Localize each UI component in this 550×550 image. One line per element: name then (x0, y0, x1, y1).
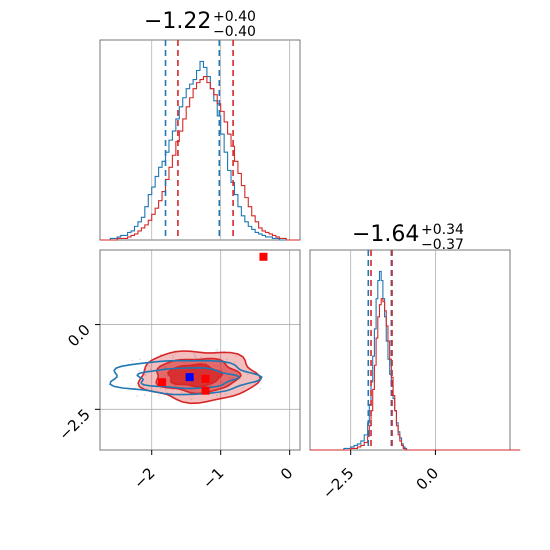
scatter-point (215, 350, 218, 352)
contour-level-1-0 (109, 359, 263, 396)
hist-2-xtick-label: 0.0 (413, 464, 443, 494)
hist-panel-1-title-plus: +0.40 (213, 9, 256, 25)
scatter-point (131, 359, 134, 362)
scatter-point (180, 391, 183, 394)
marker-red (201, 374, 210, 383)
hist-panel-1: −1.22 +0.40 −0.40 (99, 9, 301, 241)
contour-panel-ticks: −2 −1 0 0.0 −2.5 (55, 321, 296, 493)
contour-level-1-1 (136, 367, 240, 390)
scatter-point (190, 398, 193, 401)
scatter-point (145, 387, 148, 390)
contour-ytick-label: −2.5 (55, 405, 93, 443)
hist-panel-2-title-value: −1.64 (352, 222, 419, 247)
scatter-point (159, 387, 162, 390)
hist-panel-1-quantile-lines (164, 40, 234, 240)
scatter-point (174, 353, 177, 355)
hist-panel-2-frame (309, 249, 511, 451)
hist-panel-1-title-value: −1.22 (144, 9, 211, 34)
marker-red (259, 252, 268, 261)
scatter-point (233, 361, 236, 363)
contour-xtick-label: −2 (130, 464, 158, 492)
contour-xtick-label: −1 (199, 464, 227, 492)
scatter-point (164, 389, 167, 391)
scatter-point (225, 358, 228, 361)
scatter-point (194, 355, 197, 357)
marker-red (201, 386, 210, 395)
hist-panel-1-frame (99, 39, 301, 241)
hist-panel-1-grid (151, 40, 291, 240)
hist-2-series-0 (310, 270, 521, 451)
contour-panel: −2 −1 0 0.0 −2.5 (55, 249, 301, 493)
scatter-point (138, 369, 141, 372)
scatter-point (144, 374, 147, 377)
contour-panel-frame (99, 249, 301, 451)
hist-1-series-1 (100, 76, 300, 241)
contour-panel-grid (100, 250, 300, 450)
scatter-point (216, 348, 219, 351)
hist-panel-2-series (310, 270, 521, 451)
scatter-point (143, 393, 146, 396)
scatter-point (157, 394, 160, 397)
scatter-point (136, 395, 139, 397)
hist-panel-1-series (100, 60, 300, 241)
hist-2-xtick-label: −2.5 (319, 464, 357, 502)
hist-panel-2-title-plus: +0.34 (421, 222, 464, 238)
scatter-point (148, 365, 151, 368)
scatter-point (135, 384, 138, 387)
scatter-point (172, 356, 174, 359)
hist-panel-1-title-minus: −0.40 (213, 24, 256, 40)
contour-xtick-label: 0 (277, 464, 296, 483)
hist-panel-2-ticks: −2.5 0.0 (319, 450, 442, 503)
hist-panel-2: −2.5 0.0 −1.64 +0.34 −0.37 (309, 222, 521, 503)
hist-panel-2-grid (350, 250, 436, 450)
scatter-point (200, 356, 203, 359)
scatter-point (193, 353, 196, 356)
contour-panel-markers (158, 252, 268, 395)
hist-1-series-0 (100, 60, 300, 241)
marker-red (158, 378, 167, 387)
scatter-point (246, 373, 249, 376)
hist-panel-2-title-minus: −0.37 (421, 237, 464, 253)
scatter-point (171, 354, 174, 357)
scatter-point (142, 385, 145, 387)
scatter-point (194, 356, 197, 359)
contour-ytick-label: 0.0 (64, 321, 94, 351)
scatter-point (149, 368, 152, 371)
scatter-point (138, 358, 141, 361)
scatter-point (235, 354, 238, 357)
hist-panel-2-quantile-lines (367, 250, 393, 450)
marker-blue (185, 373, 194, 382)
scatter-point (215, 394, 218, 397)
scatter-point (224, 393, 227, 396)
hist-2-series-1 (310, 298, 521, 451)
scatter-point (259, 387, 261, 390)
scatter-point (171, 388, 174, 391)
scatter-point (242, 386, 245, 389)
